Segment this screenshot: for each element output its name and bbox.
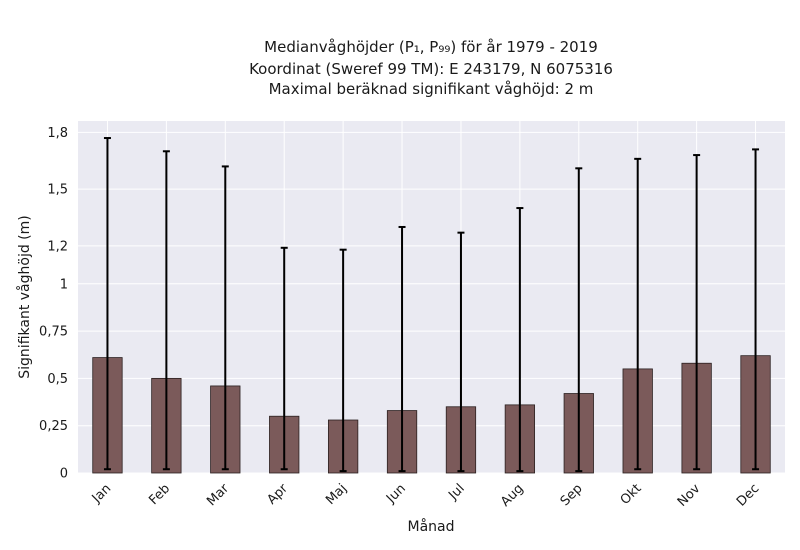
title-line-2: Koordinat (Sweref 99 TM): E 243179, N 60… (249, 60, 613, 78)
errorbar-sep (575, 167, 583, 473)
x-axis-label: Månad (408, 518, 455, 535)
errorbar-jan (103, 137, 111, 471)
x-tick-label-okt: Okt (618, 481, 645, 508)
x-tick-label-jun: Jun (383, 481, 409, 507)
title-line-3: Maximal beräknad signifikant våghöjd: 2 … (269, 80, 594, 98)
x-tick-label-jul: Jul (445, 481, 467, 503)
x-tick-label-feb: Feb (146, 481, 173, 508)
x-axis: Jan Feb Mar Apr Maj Jun Jul Aug Sep Okt Nov Dec (89, 481, 763, 510)
y-tick-label: 0,5 (47, 372, 68, 387)
title-line-1: Medianvåghöjder (P₁, P₉₉) för år 1979 - … (264, 38, 598, 56)
y-tick-label: 0,25 (39, 419, 68, 434)
errorbar-jul (457, 231, 465, 473)
errorbar-jun (398, 225, 406, 473)
x-tick-label-apr: Apr (265, 481, 292, 508)
errorbar-dec (752, 148, 760, 471)
y-tick-label: 1,8 (47, 126, 68, 141)
errorbar-okt (634, 157, 642, 471)
y-tick-label: 0,75 (39, 325, 68, 340)
chart-title: Medianvåghöjder (P₁, P₉₉) för år 1979 - … (249, 38, 613, 98)
y-tick-label: 1,5 (47, 183, 68, 198)
x-tick-label-aug: Aug (498, 481, 527, 510)
y-tick-label: 1 (60, 277, 68, 292)
x-tick-label-jan: Jan (89, 481, 114, 506)
x-tick-label-maj: Maj (323, 481, 350, 508)
y-tick-label: 1,2 (47, 239, 68, 254)
errorbars (103, 137, 760, 473)
y-axis: 0 0,25 0,5 0,75 1 1,2 1,5 1,8 (39, 126, 68, 482)
y-axis-label: Signifikant våghöjd (m) (16, 215, 33, 378)
errorbar-maj (339, 248, 347, 473)
y-tick-label: 0 (60, 467, 68, 482)
x-tick-label-dec: Dec (734, 481, 762, 509)
errorbar-nov (693, 154, 701, 471)
errorbar-aug (516, 207, 524, 473)
x-tick-label-nov: Nov (675, 481, 704, 510)
errorbar-mar (221, 165, 229, 471)
errorbar-feb (162, 150, 170, 471)
plot-area (78, 121, 785, 473)
errorbar-apr (280, 246, 288, 471)
x-tick-label-sep: Sep (558, 481, 586, 509)
x-tick-label-mar: Mar (204, 481, 232, 509)
